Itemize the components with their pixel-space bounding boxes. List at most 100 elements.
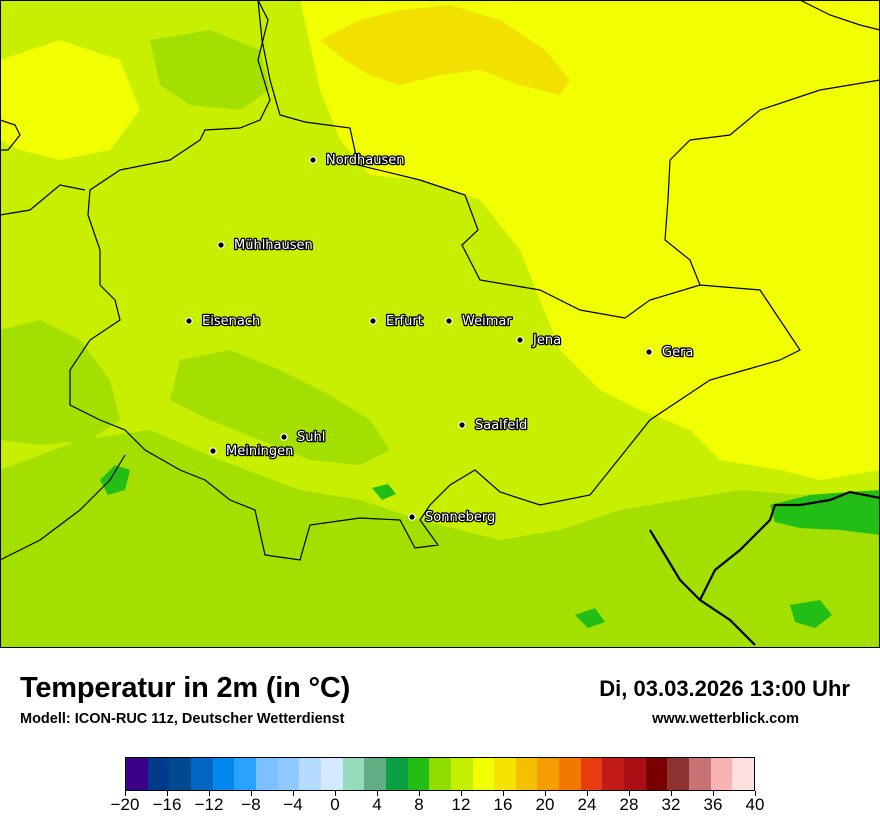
legend-tick	[208, 791, 210, 796]
legend-swatch	[624, 758, 646, 790]
cold-spot-south	[575, 608, 605, 628]
legend-tick-label: 16	[493, 795, 513, 814]
city-dot[interactable]	[516, 336, 524, 344]
cold-spot-southeast	[770, 490, 880, 535]
warm-zone	[300, 0, 880, 480]
city-dot[interactable]	[445, 317, 453, 325]
legend-tick-label: −16	[152, 795, 182, 814]
city-dot[interactable]	[280, 433, 288, 441]
legend-swatch	[494, 758, 516, 790]
legend-swatch	[667, 758, 690, 790]
legend-swatch	[580, 758, 603, 790]
border-west	[0, 184, 86, 216]
color-legend-ticks: −20 −16 −12 −8 −4 0 4 8 12 16 20 24 28 32 36 40	[111, 791, 764, 827]
city-markers: Nordhausen Mühlhausen Eisenach Erfurt We…	[185, 152, 695, 526]
legend-swatch	[472, 758, 495, 790]
legend-swatch	[407, 758, 430, 790]
legend-tick	[124, 791, 126, 796]
legend-tick	[376, 791, 378, 796]
legend-swatch	[126, 758, 148, 790]
temperature-map[interactable]: Nordhausen Mühlhausen Eisenach Erfurt We…	[0, 0, 880, 648]
legend-swatch	[364, 758, 386, 790]
city-label: Meiningen	[226, 444, 293, 459]
city-dot[interactable]	[209, 447, 217, 455]
city-dot[interactable]	[458, 421, 466, 429]
legend-tick	[628, 791, 630, 796]
legend-swatch	[320, 758, 343, 790]
border-east-saxony	[669, 79, 880, 161]
legend-swatch	[602, 758, 625, 790]
cool-zone-north	[150, 30, 270, 110]
legend-swatch	[450, 758, 473, 790]
legend-swatch	[515, 758, 538, 790]
legend-tick-label: 28	[619, 795, 639, 814]
legend-tick	[418, 791, 420, 796]
legend-swatch	[429, 758, 451, 790]
city-label: Erfurt	[386, 314, 423, 329]
border-north	[799, 0, 880, 31]
legend-tick	[586, 791, 588, 796]
legend-tick	[460, 791, 462, 796]
legend-tick	[166, 791, 168, 796]
city-label: Nordhausen	[326, 153, 405, 168]
legend-tick	[712, 791, 714, 796]
city-label: Mühlhausen	[234, 238, 313, 253]
legend-tick-label: −8	[241, 795, 261, 814]
legend-swatch	[732, 758, 755, 790]
legend-tick	[670, 791, 672, 796]
border-east-inner	[664, 159, 701, 286]
city-label: Jena	[532, 333, 561, 348]
legend-tick	[334, 791, 336, 796]
national-border	[649, 490, 880, 646]
city-dot[interactable]	[217, 241, 225, 249]
city-dot[interactable]	[408, 513, 416, 521]
border-south	[0, 454, 126, 561]
legend-tick-label: 12	[451, 795, 471, 814]
city-label: Gera	[662, 345, 693, 360]
city-label: Eisenach	[202, 314, 260, 329]
legend-swatch	[255, 758, 278, 790]
forecast-datetime: Di, 03.03.2026 13:00 Uhr	[599, 676, 850, 701]
cool-zone-thuringian-forest	[170, 350, 390, 465]
legend-tick-label: 32	[661, 795, 681, 814]
legend-tick	[250, 791, 252, 796]
cool-zone-west	[0, 320, 120, 445]
legend-swatch	[147, 758, 170, 790]
color-legend	[125, 757, 755, 791]
legend-swatch	[342, 758, 365, 790]
legend-tick-label: −20	[110, 795, 140, 814]
city-label: Sonneberg	[425, 510, 495, 525]
legend-tick-label: 24	[577, 795, 597, 814]
state-border	[69, 0, 801, 561]
website-link[interactable]: www.wetterblick.com	[652, 711, 799, 727]
model-source: Modell: ICON-RUC 11z, Deutscher Wetterdi…	[20, 711, 345, 727]
legend-swatch	[385, 758, 408, 790]
legend-swatch	[689, 758, 711, 790]
legend-tick	[502, 791, 504, 796]
legend-tick-label: −4	[283, 795, 303, 814]
legend-tick-label: 20	[535, 795, 555, 814]
city-label: Weimar	[462, 314, 512, 329]
legend-tick-label: 40	[745, 795, 765, 814]
legend-tick-label: 36	[703, 795, 723, 814]
legend-swatch	[190, 758, 213, 790]
legend-tick-label: 0	[330, 795, 340, 814]
legend-swatch	[212, 758, 235, 790]
warmest-zone	[320, 5, 570, 95]
legend-swatch	[645, 758, 668, 790]
cold-spot-east	[790, 600, 832, 628]
legend-swatch	[299, 758, 321, 790]
legend-swatch	[537, 758, 560, 790]
legend-tick	[544, 791, 546, 796]
city-dot[interactable]	[369, 317, 377, 325]
map-canvas: Nordhausen Mühlhausen Eisenach Erfurt We…	[0, 0, 880, 648]
city-dot[interactable]	[185, 317, 193, 325]
map-footer: Temperatur in 2m (in °C) Modell: ICON-RU…	[0, 648, 880, 830]
cold-spot-forest	[372, 484, 396, 500]
legend-tick-label: −12	[194, 795, 224, 814]
city-dot[interactable]	[645, 348, 653, 356]
legend-swatch	[559, 758, 581, 790]
legend-swatch	[169, 758, 191, 790]
city-dot[interactable]	[309, 156, 317, 164]
city-label: Saalfeld	[475, 418, 527, 433]
